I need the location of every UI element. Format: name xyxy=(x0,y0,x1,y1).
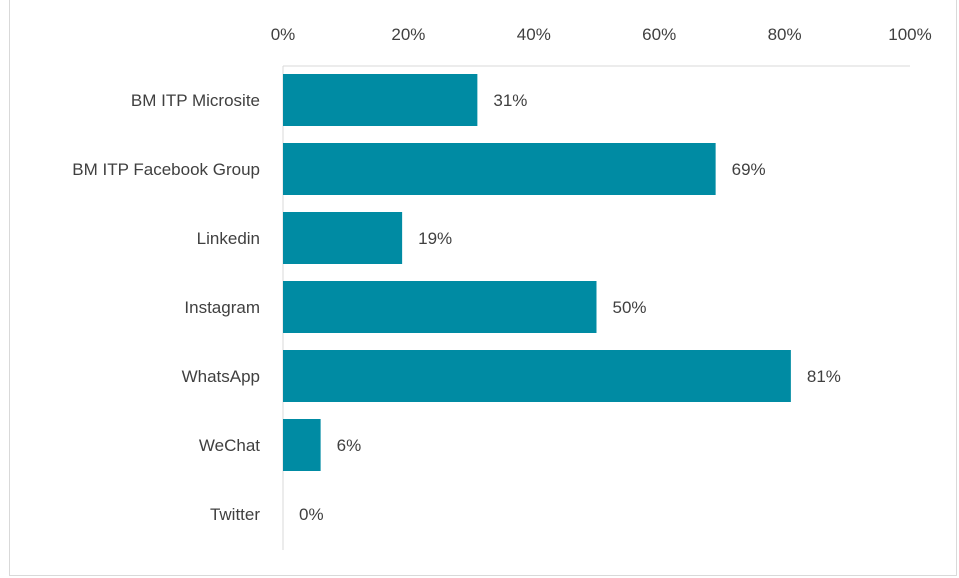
category-label: Linkedin xyxy=(197,229,260,248)
category-label: Instagram xyxy=(184,298,260,317)
x-tick-label: 40% xyxy=(517,25,551,44)
x-tick-label: 100% xyxy=(888,25,931,44)
value-label: 0% xyxy=(299,505,324,524)
value-labels: 31% 69% 19% 50% 81% 6% 0% xyxy=(299,91,841,524)
x-tick-label: 60% xyxy=(642,25,676,44)
value-label: 6% xyxy=(337,436,362,455)
category-label: WeChat xyxy=(199,436,260,455)
bar-bm-itp-facebook-group xyxy=(283,143,716,195)
bar-whatsapp xyxy=(283,350,791,402)
category-label: WhatsApp xyxy=(182,367,260,386)
bar-wechat xyxy=(283,419,321,471)
value-label: 50% xyxy=(613,298,647,317)
x-tick-label: 0% xyxy=(271,25,296,44)
value-label: 31% xyxy=(493,91,527,110)
bar-bm-itp-microsite xyxy=(283,74,478,126)
category-labels: BM ITP Microsite BM ITP Facebook Group Lin… xyxy=(72,91,260,524)
category-label: BM ITP Microsite xyxy=(131,91,260,110)
x-tick-label: 80% xyxy=(768,25,802,44)
x-axis-tick-labels: 0% 20% 40% 60% 80% 100% xyxy=(271,25,932,44)
category-label: Twitter xyxy=(210,505,260,524)
value-label: 81% xyxy=(807,367,841,386)
bars-group xyxy=(283,74,791,471)
x-tick-label: 20% xyxy=(391,25,425,44)
value-label: 69% xyxy=(732,160,766,179)
value-label: 19% xyxy=(418,229,452,248)
bar-instagram xyxy=(283,281,597,333)
category-label: BM ITP Facebook Group xyxy=(72,160,260,179)
bar-linkedin xyxy=(283,212,403,264)
